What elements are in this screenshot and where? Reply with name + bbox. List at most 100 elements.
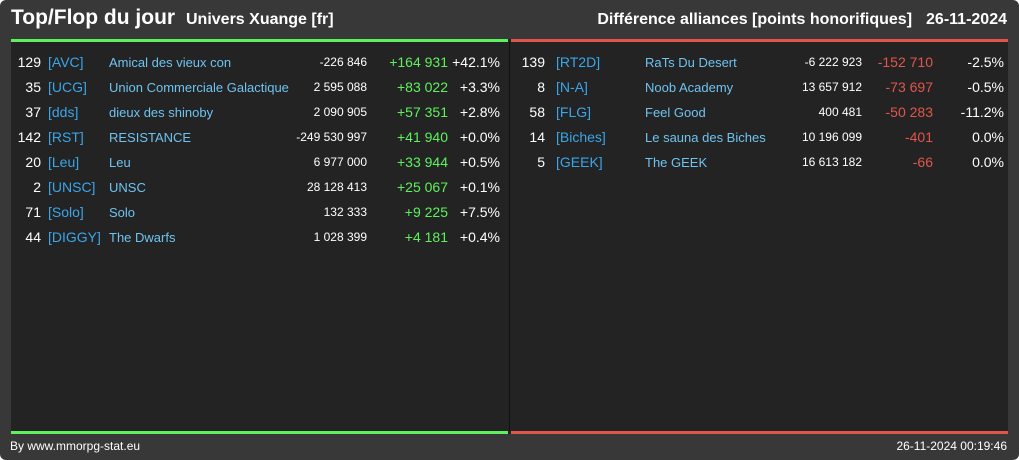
alliance-rank: 71 bbox=[25, 204, 41, 220]
alliance-diff: +41 940 bbox=[397, 129, 448, 145]
alliance-row: 129 [AVC] Amical des vieux con -226 846 +164… bbox=[11, 50, 508, 75]
alliance-points: -226 846 bbox=[319, 55, 367, 69]
alliance-percent: +0.5% bbox=[459, 154, 500, 170]
alliance-diff: +83 022 bbox=[397, 79, 448, 95]
alliance-tag[interactable]: [GEEK] bbox=[556, 154, 603, 170]
alliance-rank: 129 bbox=[17, 54, 41, 70]
alliance-tag[interactable]: [AVC] bbox=[48, 54, 84, 70]
alliance-diff: -50 283 bbox=[885, 104, 933, 120]
alliance-percent: +3.3% bbox=[459, 79, 500, 95]
alliance-percent: -0.5% bbox=[967, 79, 1004, 95]
alliance-name[interactable]: Feel Good bbox=[645, 105, 706, 120]
alliance-tag[interactable]: [UNSC] bbox=[48, 179, 96, 195]
alliance-diff: +57 351 bbox=[397, 104, 448, 120]
alliance-name[interactable]: UNSC bbox=[109, 180, 146, 195]
alliance-percent: +0.4% bbox=[459, 229, 500, 245]
footer-timestamp: 26-11-2024 00:19:46 bbox=[896, 439, 1007, 453]
alliance-row: 58 [FLG] Feel Good 400 481 -50 283 -11.2% bbox=[511, 100, 1008, 125]
alliance-row: 44 [DIGGY] The Dwarfs 1 028 399 +4 181 +0.4% bbox=[11, 225, 508, 250]
alliance-row: 20 [Leu] Leu 6 977 000 +33 944 +0.5% bbox=[11, 150, 508, 175]
alliance-percent: +42.1% bbox=[452, 54, 500, 70]
alliance-tag[interactable]: [UCG] bbox=[48, 79, 87, 95]
alliance-points: -6 222 923 bbox=[804, 55, 862, 69]
alliance-row: 2 [UNSC] UNSC 28 128 413 +25 067 +0.1% bbox=[11, 175, 508, 200]
alliance-percent: +0.1% bbox=[459, 179, 500, 195]
alliance-tag[interactable]: [dds] bbox=[48, 104, 79, 120]
alliance-points: 10 196 099 bbox=[801, 130, 862, 144]
top-losers-panel: 139 [RT2D] RaTs Du Desert -6 222 923 -152 71… bbox=[511, 39, 1008, 434]
alliance-row: 37 [dds] dieux des shinoby 2 090 905 +57 351… bbox=[11, 100, 508, 125]
alliance-rank: 8 bbox=[537, 79, 545, 95]
alliance-rank: 2 bbox=[33, 179, 41, 195]
alliance-percent: +7.5% bbox=[459, 204, 500, 220]
universe-label: Univers Xuange [fr] bbox=[186, 11, 334, 28]
alliance-tag[interactable]: [DIGGY] bbox=[48, 229, 101, 245]
page-title: Top/Flop du jour bbox=[11, 6, 176, 29]
alliance-points: 400 481 bbox=[818, 105, 862, 119]
alliance-rank: 35 bbox=[25, 79, 41, 95]
alliance-diff: -73 697 bbox=[885, 79, 933, 95]
alliance-name[interactable]: The GEEK bbox=[645, 155, 708, 170]
date-label: 26-11-2024 bbox=[926, 11, 1007, 28]
alliance-row: 8 [N-A] Noob Academy 13 657 912 -73 697 -0.5% bbox=[511, 75, 1008, 100]
alliance-rank: 20 bbox=[25, 154, 41, 170]
header: Top/Flop du jour Univers Xuange [fr] Dif… bbox=[0, 0, 1019, 40]
alliance-diff: +25 067 bbox=[397, 179, 448, 195]
alliance-percent: +2.8% bbox=[459, 104, 500, 120]
panel-divider-line bbox=[509, 42, 510, 431]
alliance-tag[interactable]: [Solo] bbox=[48, 204, 84, 220]
alliance-rank: 139 bbox=[521, 54, 545, 70]
alliance-name[interactable]: Le sauna des Biches bbox=[645, 130, 766, 145]
alliance-points: 16 613 182 bbox=[801, 155, 862, 169]
alliance-tag[interactable]: [FLG] bbox=[556, 104, 592, 120]
alliance-percent: -2.5% bbox=[967, 54, 1004, 70]
alliance-diff: +4 181 bbox=[404, 229, 448, 245]
alliance-rank: 142 bbox=[17, 129, 41, 145]
alliance-name[interactable]: dieux des shinoby bbox=[109, 105, 214, 120]
alliance-percent: +0.0% bbox=[459, 129, 500, 145]
alliance-rank: 58 bbox=[529, 104, 545, 120]
alliance-name[interactable]: Amical des vieux con bbox=[109, 55, 232, 70]
alliance-row: 71 [Solo] Solo 132 333 +9 225 +7.5% bbox=[11, 200, 508, 225]
alliance-row: 5 [GEEK] The GEEK 16 613 182 -66 0.0% bbox=[511, 150, 1008, 175]
alliance-row: 142 [RST] RESISTANCE -249 530 997 +41 940 +0.… bbox=[11, 125, 508, 150]
alliance-name[interactable]: Union Commerciale Galactique bbox=[109, 80, 289, 95]
alliance-points: 6 977 000 bbox=[313, 155, 367, 169]
alliance-diff: -152 710 bbox=[877, 54, 933, 70]
alliance-diff: -401 bbox=[904, 129, 933, 145]
alliance-rank: 37 bbox=[25, 104, 41, 120]
alliance-points: 13 657 912 bbox=[801, 80, 862, 94]
alliance-percent: 0.0% bbox=[972, 154, 1004, 170]
alliance-tag[interactable]: [N-A] bbox=[556, 79, 588, 95]
category-label: Différence alliances [points honorifique… bbox=[597, 11, 913, 28]
alliance-row: 14 [Biches] Le sauna des Biches 10 196 099 -… bbox=[511, 125, 1008, 150]
alliance-name[interactable]: RESISTANCE bbox=[109, 130, 192, 145]
alliance-points: 2 595 088 bbox=[313, 80, 367, 94]
alliance-name[interactable]: The Dwarfs bbox=[109, 230, 176, 245]
alliance-name[interactable]: Noob Academy bbox=[645, 80, 734, 95]
alliance-tag[interactable]: [RT2D] bbox=[556, 54, 601, 70]
alliance-name[interactable]: Leu bbox=[109, 155, 131, 170]
alliance-name[interactable]: Solo bbox=[109, 205, 136, 220]
alliance-percent: 0.0% bbox=[972, 129, 1004, 145]
alliance-tag[interactable]: [RST] bbox=[48, 129, 84, 145]
alliance-row: 139 [RT2D] RaTs Du Desert -6 222 923 -152 71… bbox=[511, 50, 1008, 75]
alliance-points: 1 028 399 bbox=[313, 230, 367, 244]
footer-credit[interactable]: By www.mmorpg-stat.eu bbox=[10, 439, 141, 453]
alliance-diff: +9 225 bbox=[404, 204, 448, 220]
alliance-row: 35 [UCG] Union Commerciale Galactique 2 595… bbox=[11, 75, 508, 100]
alliance-diff: -66 bbox=[912, 154, 933, 170]
alliance-tag[interactable]: [Biches] bbox=[556, 129, 606, 145]
alliance-points: -249 530 997 bbox=[296, 130, 367, 144]
top-gainers-panel: 129 [AVC] Amical des vieux con -226 846 +164… bbox=[11, 39, 508, 434]
alliance-percent: -11.2% bbox=[960, 104, 1004, 120]
header-right: Différence alliances [points honorifique… bbox=[597, 11, 1007, 29]
alliance-rank: 14 bbox=[529, 129, 545, 145]
alliance-rank: 44 bbox=[25, 229, 41, 245]
alliance-points: 28 128 413 bbox=[306, 180, 367, 194]
alliance-points: 2 090 905 bbox=[313, 105, 367, 119]
alliance-name[interactable]: RaTs Du Desert bbox=[645, 55, 737, 70]
alliance-rank: 5 bbox=[537, 154, 545, 170]
alliance-tag[interactable]: [Leu] bbox=[48, 154, 80, 170]
